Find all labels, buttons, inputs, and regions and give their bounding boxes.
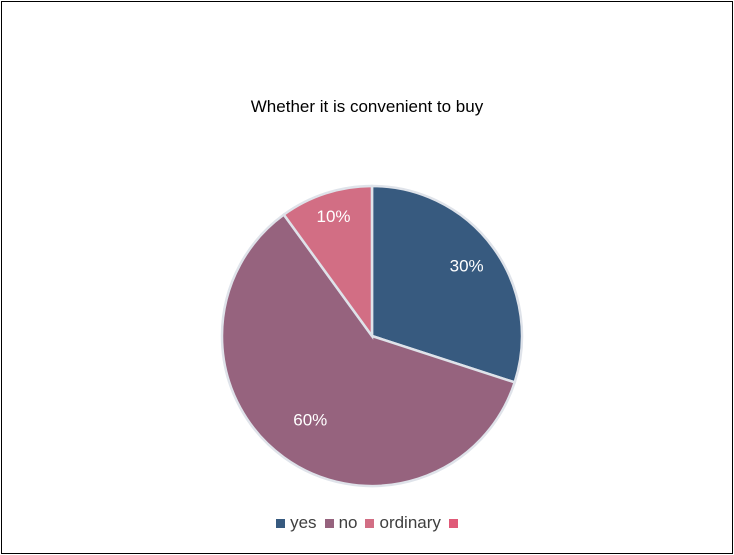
legend-label: no [338, 513, 358, 532]
pie-slice-yes [370, 184, 524, 384]
legend-swatch [276, 518, 286, 528]
legend-item-no: no [324, 513, 358, 533]
pie-slice-ordinary [282, 184, 374, 340]
chart-title: Whether it is convenient to buy [250, 97, 484, 116]
chart-legend: yes no ordinary [0, 513, 734, 533]
legend-label: ordinary [379, 513, 441, 532]
legend-item-yes: yes [276, 513, 317, 533]
legend-swatch [448, 518, 458, 528]
legend-swatch [365, 518, 375, 528]
data-label-yes: 30% [450, 257, 484, 276]
legend-label: yes [290, 513, 317, 532]
data-label-ordinary: 10% [317, 207, 351, 226]
pie-slice-no [220, 212, 517, 488]
legend-item-series-3 [448, 518, 458, 528]
data-label-no: 60% [293, 410, 327, 429]
legend-swatch [324, 518, 334, 528]
legend-item-ordinary: ordinary [365, 513, 441, 533]
